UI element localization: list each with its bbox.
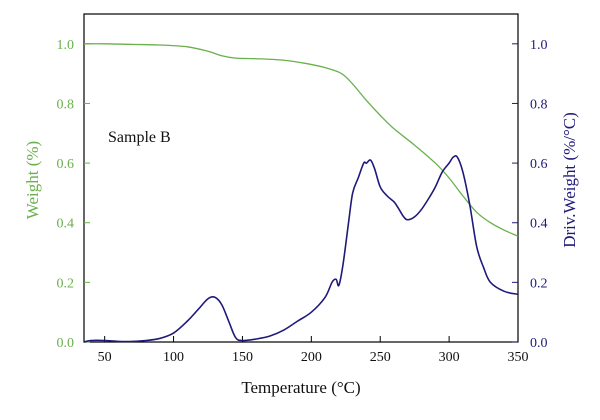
- x-tick-label: 300: [439, 350, 460, 365]
- y-left-tick-label: 0.6: [57, 157, 75, 172]
- y-axis-title-left: Weight (%): [23, 141, 42, 219]
- x-axis-title: Temperature (°C): [241, 378, 360, 397]
- x-tick-label: 50: [98, 350, 112, 365]
- series-layer: [83, 43, 519, 343]
- y-left-tick-label: 0.4: [57, 217, 75, 232]
- y-left-tick-label: 0.8: [57, 97, 75, 112]
- y-right-tick-label: 0.0: [530, 336, 548, 351]
- derivative-series-line: [83, 154, 519, 343]
- y-left-tick-label: 0.0: [57, 336, 75, 351]
- plot-frame: [83, 13, 519, 343]
- x-tick-label: 250: [370, 350, 391, 365]
- y-right-tick-label: 0.2: [530, 276, 548, 291]
- y-right-tick-label: 1.0: [530, 38, 548, 53]
- y-right-tick-label: 0.8: [530, 97, 548, 112]
- ticks-layer: 50 100 150 200 250 300 3500.00.20.40.60.81.00.…: [57, 38, 548, 365]
- x-tick-label: 150: [232, 350, 253, 365]
- y-right-tick-label: 0.6: [530, 157, 548, 172]
- y-left-tick-label: 0.2: [57, 276, 75, 291]
- y-axis-title-right: Driv.Weight (%/°C): [560, 112, 579, 248]
- x-tick-label: 200: [301, 350, 322, 365]
- sample-annotation: Sample B: [108, 129, 171, 146]
- x-tick-label: 350: [508, 350, 529, 365]
- y-left-tick-label: 1.0: [57, 38, 75, 53]
- x-tick-label: 100: [163, 350, 184, 365]
- y-right-tick-label: 0.4: [530, 217, 548, 232]
- weight-series-line: [83, 43, 519, 237]
